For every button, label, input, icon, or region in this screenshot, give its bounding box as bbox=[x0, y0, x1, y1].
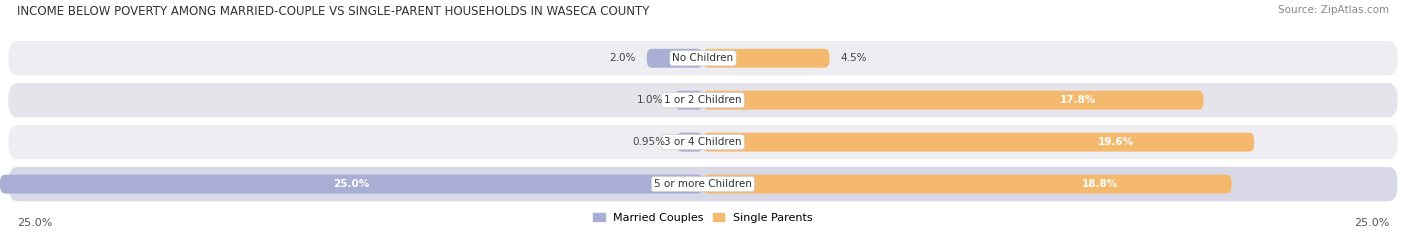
Text: 17.8%: 17.8% bbox=[1060, 95, 1097, 105]
FancyBboxPatch shape bbox=[0, 175, 703, 193]
Text: 5 or more Children: 5 or more Children bbox=[654, 179, 752, 189]
FancyBboxPatch shape bbox=[676, 133, 703, 152]
Text: 1.0%: 1.0% bbox=[637, 95, 664, 105]
Text: Source: ZipAtlas.com: Source: ZipAtlas.com bbox=[1278, 5, 1389, 15]
Text: 25.0%: 25.0% bbox=[333, 179, 370, 189]
FancyBboxPatch shape bbox=[703, 49, 830, 68]
Text: 18.8%: 18.8% bbox=[1081, 179, 1118, 189]
Text: 19.6%: 19.6% bbox=[1098, 137, 1135, 147]
FancyBboxPatch shape bbox=[675, 91, 703, 110]
FancyBboxPatch shape bbox=[8, 125, 1398, 159]
Text: 0.95%: 0.95% bbox=[633, 137, 665, 147]
FancyBboxPatch shape bbox=[8, 41, 1398, 75]
Legend: Married Couples, Single Parents: Married Couples, Single Parents bbox=[589, 209, 817, 227]
Text: 1 or 2 Children: 1 or 2 Children bbox=[664, 95, 742, 105]
Text: 4.5%: 4.5% bbox=[841, 53, 868, 63]
Text: 3 or 4 Children: 3 or 4 Children bbox=[664, 137, 742, 147]
Text: No Children: No Children bbox=[672, 53, 734, 63]
FancyBboxPatch shape bbox=[703, 91, 1204, 110]
Text: INCOME BELOW POVERTY AMONG MARRIED-COUPLE VS SINGLE-PARENT HOUSEHOLDS IN WASECA : INCOME BELOW POVERTY AMONG MARRIED-COUPL… bbox=[17, 5, 650, 18]
Text: 2.0%: 2.0% bbox=[609, 53, 636, 63]
Text: 25.0%: 25.0% bbox=[17, 218, 52, 228]
FancyBboxPatch shape bbox=[703, 133, 1254, 152]
Text: 25.0%: 25.0% bbox=[1354, 218, 1389, 228]
FancyBboxPatch shape bbox=[647, 49, 703, 68]
FancyBboxPatch shape bbox=[703, 175, 1232, 193]
FancyBboxPatch shape bbox=[8, 83, 1398, 117]
FancyBboxPatch shape bbox=[8, 167, 1398, 201]
